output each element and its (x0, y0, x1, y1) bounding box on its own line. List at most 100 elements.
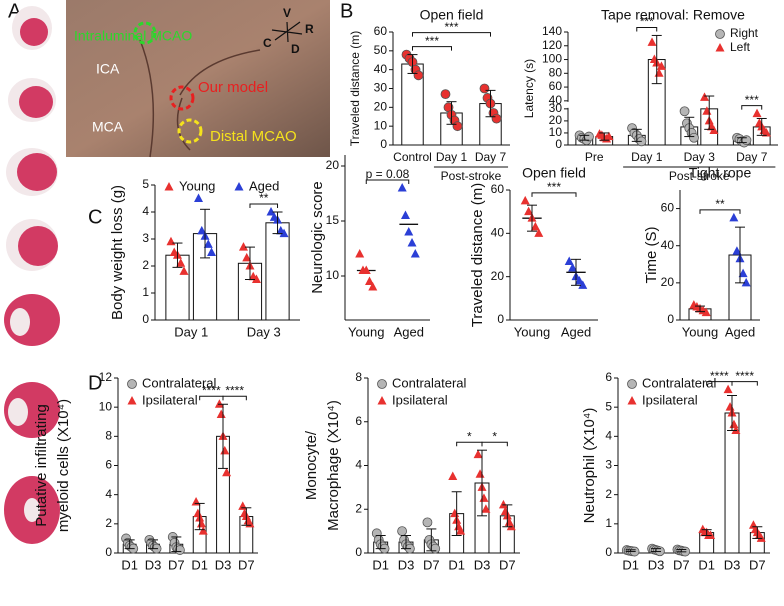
data-point (731, 425, 741, 434)
y-tick-label: 3 (142, 231, 149, 245)
data-point (355, 249, 365, 258)
significance-label: *** (745, 93, 759, 107)
data-point (689, 132, 699, 143)
legend-label: Left (730, 40, 751, 54)
significance-bracket (481, 441, 508, 447)
x-tick-label: Control (393, 150, 432, 164)
data-point (524, 206, 534, 216)
y-tick-label: 15 (326, 213, 340, 227)
significance-label: *** (425, 34, 439, 48)
y-tick-label: 10 (374, 118, 388, 132)
x-tick-label: D1 (191, 557, 208, 572)
data-point (473, 449, 483, 459)
y-tick-label: 120 (542, 38, 562, 52)
x-tick-label: Day 1 (174, 324, 208, 339)
y-tick-label: 60 (549, 79, 563, 93)
y-tick-label: 80 (549, 65, 563, 79)
y-tick-label: 4 (105, 487, 112, 501)
y-tick-label: 30 (549, 101, 563, 115)
data-point (407, 238, 417, 247)
data-point (234, 182, 244, 191)
significance-label: ** (715, 197, 725, 211)
photo-label: MCA (92, 119, 124, 135)
y-tick-label: 0 (605, 545, 612, 559)
axis-break (565, 101, 571, 108)
significance-bracket (365, 179, 410, 184)
x-tick-label: D1 (448, 557, 465, 572)
legend-label: Ipsilateral (642, 392, 698, 407)
y-tick-label: 40 (661, 238, 675, 252)
y-tick-label: 30 (374, 81, 388, 95)
significance-bracket (412, 32, 491, 37)
significance-bracket (699, 209, 741, 214)
data-point (166, 236, 176, 246)
x-tick-label: Young (348, 324, 384, 339)
data-point (222, 467, 232, 477)
significance-label: * (492, 429, 497, 443)
y-axis-label: myeloid cells (X10⁴) (55, 399, 72, 532)
y-tick-label: 20 (549, 113, 563, 127)
significance-label: *** (640, 15, 654, 29)
data-point (479, 83, 490, 94)
x-group-label: Post-stroke (669, 169, 730, 183)
y-tick-label: 5 (142, 177, 149, 191)
data-point (732, 246, 742, 255)
data-point (534, 228, 544, 237)
x-tick-label: D1 (121, 557, 138, 572)
legend-label: Contralateral (392, 375, 467, 390)
data-point (266, 207, 276, 216)
y-tick-label: 0 (497, 312, 504, 326)
y-tick-label: 10 (99, 399, 113, 413)
data-point (723, 384, 733, 394)
y-axis-label: Time (S) (643, 227, 660, 284)
data-point (198, 526, 208, 535)
photo-label: Distal MCAO (210, 128, 297, 145)
chart-title: Tight rope (689, 165, 752, 181)
data-point (176, 258, 186, 267)
y-tick-label: 60 (491, 182, 505, 196)
legend-label: Young (179, 178, 215, 193)
data-point (410, 249, 420, 258)
data-point (440, 89, 451, 100)
y-tick-label: 60 (374, 24, 388, 38)
x-tick-label: D3 (398, 557, 415, 572)
data-point (741, 277, 751, 287)
panel-label: B (340, 0, 353, 22)
x-tick-label: D7 (499, 557, 516, 572)
y-tick-label: 3 (605, 458, 612, 472)
y-tick-label: 50 (374, 43, 388, 57)
data-point (214, 399, 224, 408)
significance-label: *** (444, 20, 458, 34)
data-point (715, 29, 725, 39)
data-point (574, 276, 584, 285)
y-tick-label: 8 (355, 370, 362, 384)
significance-bracket (741, 105, 763, 110)
y-axis-label: Putative infiltrating (33, 404, 50, 527)
y-tick-label: 20 (491, 269, 505, 283)
legend-label: Contralateral (142, 375, 217, 390)
y-tick-label: 0 (142, 312, 149, 326)
photo-label: Our model (198, 79, 268, 96)
chart-title: Tape removal: Remove (601, 7, 745, 23)
y-tick-label: 6 (355, 414, 362, 428)
chart-title: Open field (522, 165, 586, 181)
data-point (578, 280, 588, 289)
photo-label: Intraluminal MCAO (74, 28, 192, 44)
y-tick-label: 0 (667, 312, 674, 326)
data-point (450, 508, 460, 518)
data-point (448, 471, 458, 480)
y-tick-label: 20 (661, 275, 675, 289)
y-tick-label: 2 (605, 487, 612, 501)
y-axis-label: Body weight loss (g) (109, 185, 126, 320)
data-point (175, 545, 185, 555)
data-point (179, 266, 189, 275)
y-axis-label: Traveled distance (m) (469, 183, 486, 328)
chart-title: Open field (420, 7, 484, 23)
data-point (404, 227, 414, 236)
compass-label: C (263, 36, 272, 50)
data-point (456, 526, 466, 535)
significance-label: **** (225, 383, 244, 397)
x-tick-label: Day 7 (475, 150, 507, 164)
y-axis-label: Latency (s) (522, 59, 536, 118)
